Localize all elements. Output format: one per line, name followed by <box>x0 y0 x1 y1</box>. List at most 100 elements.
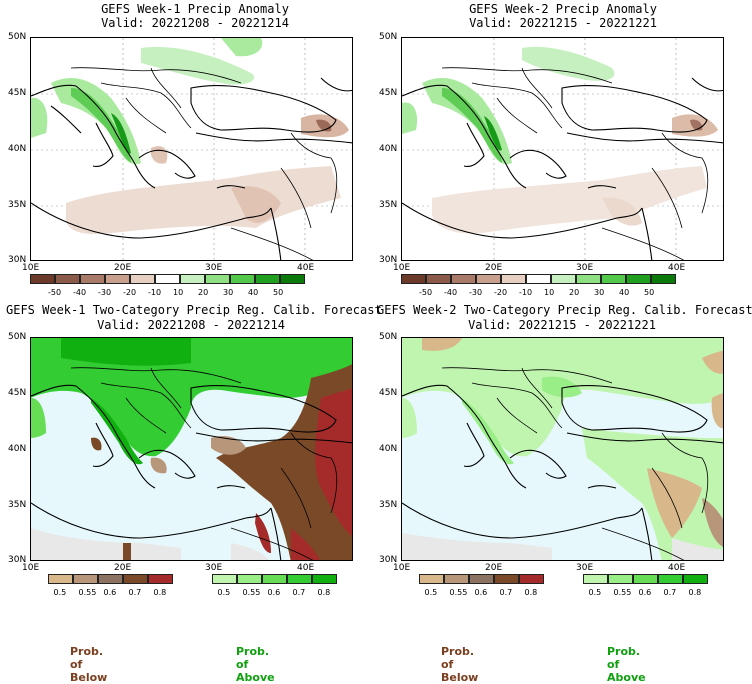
lat-label: 35N <box>8 500 27 510</box>
lat-label: 35N <box>8 200 27 210</box>
colorbar-swatch <box>237 574 262 584</box>
map-week1-anomaly <box>30 37 353 261</box>
lat-label: 40N <box>379 144 398 154</box>
lat-label: 30N <box>8 555 27 565</box>
colorbar-label: 0.6 <box>103 588 117 597</box>
colorbar-swatch <box>576 274 601 284</box>
colorbar-label: 0.8 <box>524 588 538 597</box>
panel-valid-dates: Valid: 20221208 - 20221214 <box>101 16 289 30</box>
colorbar-swatch <box>312 574 337 584</box>
colorbar-label: 20 <box>198 288 209 297</box>
lon-label: 40E <box>668 263 686 273</box>
colorbar-swatch <box>633 574 658 584</box>
panel-title: GEFS Week-2 Precip Anomaly <box>469 2 657 16</box>
colorbar-swatch <box>444 574 469 584</box>
colorbar-label: 0.7 <box>499 588 513 597</box>
lon-label: 40E <box>668 563 686 573</box>
colorbar-label: 0.55 <box>613 588 632 597</box>
colorbar-swatch <box>419 574 444 584</box>
colorbar-swatch <box>262 574 287 584</box>
colorbar-label: -40 <box>444 288 458 297</box>
colorbar-label: -10 <box>519 288 533 297</box>
colorbar-swatch <box>469 574 494 584</box>
lon-label: 30E <box>205 563 223 573</box>
lon-label: 20E <box>114 563 132 573</box>
lat-label: 45N <box>379 388 398 398</box>
colorbar-label: 0.7 <box>663 588 677 597</box>
colorbar-swatch <box>287 574 312 584</box>
colorbar-swatch <box>212 574 237 584</box>
colorbar-swatch <box>30 274 55 284</box>
colorbar-swatch <box>98 574 123 584</box>
colorbar-label: 0.5 <box>424 588 438 597</box>
colorbar-swatch <box>426 274 451 284</box>
colorbar-label: 0.7 <box>128 588 142 597</box>
colorbar-swatch <box>180 274 205 284</box>
colorbar-label: -20 <box>123 288 137 297</box>
colorbar-swatch <box>451 274 476 284</box>
lat-label: 30N <box>8 255 27 265</box>
colorbar-label: -10 <box>148 288 162 297</box>
colorbar-label: 0.5 <box>588 588 602 597</box>
probability-map-drawing <box>402 338 723 560</box>
colorbar-swatch <box>73 574 98 584</box>
colorbar-swatch <box>123 574 148 584</box>
colorbar-label: -20 <box>494 288 508 297</box>
probability-map-drawing <box>31 338 352 560</box>
prob-below-label: Prob. of Below <box>441 645 479 684</box>
colorbar-swatch <box>476 274 501 284</box>
panel-valid-dates: Valid: 20221215 - 20221221 <box>469 16 657 30</box>
colorbar-swatch <box>230 274 255 284</box>
anomaly-colorbar: -50 -40 -30 -20 -10 10 20 30 40 50 <box>401 274 701 300</box>
colorbar-label: 50 <box>273 288 284 297</box>
prob-above-label: Prob. of Above <box>236 645 275 684</box>
colorbar-label: 30 <box>594 288 605 297</box>
lon-label: 20E <box>114 263 132 273</box>
lon-label: 30E <box>576 263 594 273</box>
map-week2-anomaly <box>401 37 724 261</box>
colorbar-swatch <box>626 274 651 284</box>
colorbar-label: 0.8 <box>153 588 167 597</box>
lon-label: 10E <box>393 563 411 573</box>
colorbar-swatch <box>551 274 576 284</box>
colorbar-label: 0.55 <box>242 588 261 597</box>
colorbar-swatch <box>55 274 80 284</box>
lat-label: 50N <box>8 32 27 42</box>
lon-label: 10E <box>393 263 411 273</box>
colorbar-label: 0.5 <box>53 588 67 597</box>
colorbar-swatch <box>526 274 551 284</box>
colorbar-label: 0.55 <box>78 588 97 597</box>
lat-label: 35N <box>379 500 398 510</box>
lon-label: 10E <box>22 263 40 273</box>
colorbar-label: 40 <box>248 288 259 297</box>
colorbar-label: 0.55 <box>449 588 468 597</box>
lon-label: 30E <box>205 263 223 273</box>
panel-title: GEFS Week-1 Two-Category Precip Reg. Cal… <box>6 303 382 317</box>
colorbar-swatch <box>148 574 173 584</box>
colorbar-swatch <box>601 274 626 284</box>
colorbar-swatch <box>683 574 708 584</box>
colorbar-swatch <box>651 274 676 284</box>
lat-label: 30N <box>379 255 398 265</box>
colorbar-swatch <box>130 274 155 284</box>
panel-title: GEFS Week-2 Two-Category Precip Reg. Cal… <box>377 303 752 317</box>
colorbar-label: 10 <box>173 288 184 297</box>
colorbar-swatch <box>401 274 426 284</box>
prob-below-colorbar: 0.5 0.55 0.6 0.7 0.8 <box>48 574 180 600</box>
colorbar-label: 0.8 <box>317 588 331 597</box>
lon-label: 30E <box>576 563 594 573</box>
colorbar-swatch <box>280 274 305 284</box>
colorbar-swatch <box>501 274 526 284</box>
prob-above-label: Prob. of Above <box>607 645 646 684</box>
map-week1-probability <box>30 337 353 561</box>
colorbar-swatch <box>80 274 105 284</box>
colorbar-swatch <box>494 574 519 584</box>
lon-label: 10E <box>22 563 40 573</box>
map-week2-probability <box>401 337 724 561</box>
colorbar-label: 10 <box>544 288 555 297</box>
colorbar-swatch <box>205 274 230 284</box>
colorbar-swatch <box>155 274 180 284</box>
colorbar-label: 30 <box>223 288 234 297</box>
colorbar-label: 0.5 <box>217 588 231 597</box>
lat-label: 45N <box>379 88 398 98</box>
